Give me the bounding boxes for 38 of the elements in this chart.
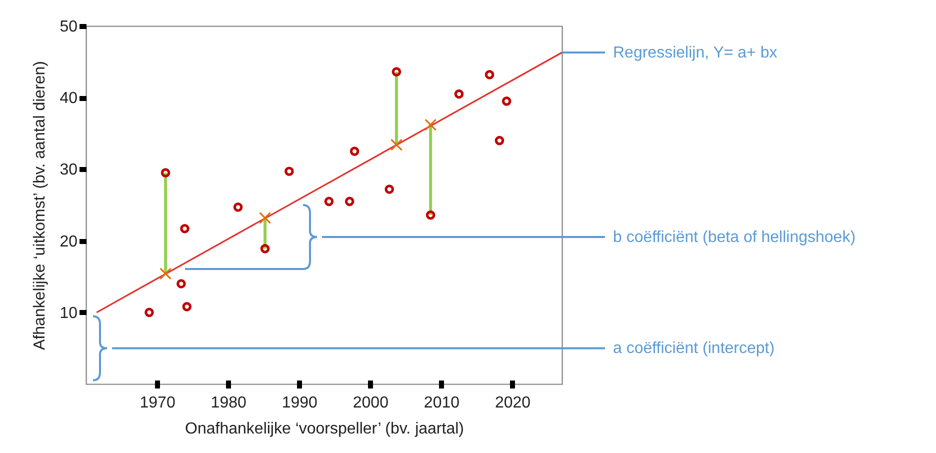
x-tick-label: 1980 xyxy=(210,394,246,412)
x-tick-label: 2010 xyxy=(424,394,460,412)
point xyxy=(384,184,394,194)
x-tick-label: 1990 xyxy=(282,394,318,412)
y-tick-label: 10 xyxy=(60,304,78,322)
ref-line-label: a coëfficiënt (intercept) xyxy=(613,340,775,358)
text: b coëfficiënt (beta of hellingshoek) xyxy=(613,229,856,246)
point xyxy=(284,166,294,176)
point xyxy=(392,67,402,76)
point xyxy=(324,196,334,206)
point xyxy=(260,244,270,254)
x-tick-label: 2020 xyxy=(494,394,531,412)
x-tick-label: 1970 xyxy=(140,394,176,412)
y-tick-label: 20 xyxy=(60,233,78,250)
point xyxy=(424,118,437,131)
point xyxy=(426,210,436,220)
point xyxy=(484,70,494,80)
point xyxy=(454,89,464,99)
point xyxy=(160,268,172,280)
point xyxy=(160,168,170,178)
y-tick-label: 50 xyxy=(60,18,78,36)
point xyxy=(390,138,403,151)
x-tick-label: 2000 xyxy=(352,394,389,412)
y-axis-title: Afhankelijke ‘uitkomst’ (bv. aantal dieren) xyxy=(32,60,49,350)
point xyxy=(344,196,354,206)
y-tick-label: 40 xyxy=(60,90,78,108)
point xyxy=(144,308,154,318)
point xyxy=(182,302,192,312)
x-axis-title: Onafhankelijke ‘voorspeller’ (bv. jaartal) xyxy=(185,420,464,438)
annotation: Regressielijn, Y= a+ bx xyxy=(613,44,778,62)
point xyxy=(180,224,190,234)
point xyxy=(233,202,243,212)
point xyxy=(176,279,186,288)
point xyxy=(494,136,504,146)
y-tick-label: 30 xyxy=(60,162,78,179)
point xyxy=(258,212,272,224)
point xyxy=(350,146,360,156)
point xyxy=(502,96,512,106)
